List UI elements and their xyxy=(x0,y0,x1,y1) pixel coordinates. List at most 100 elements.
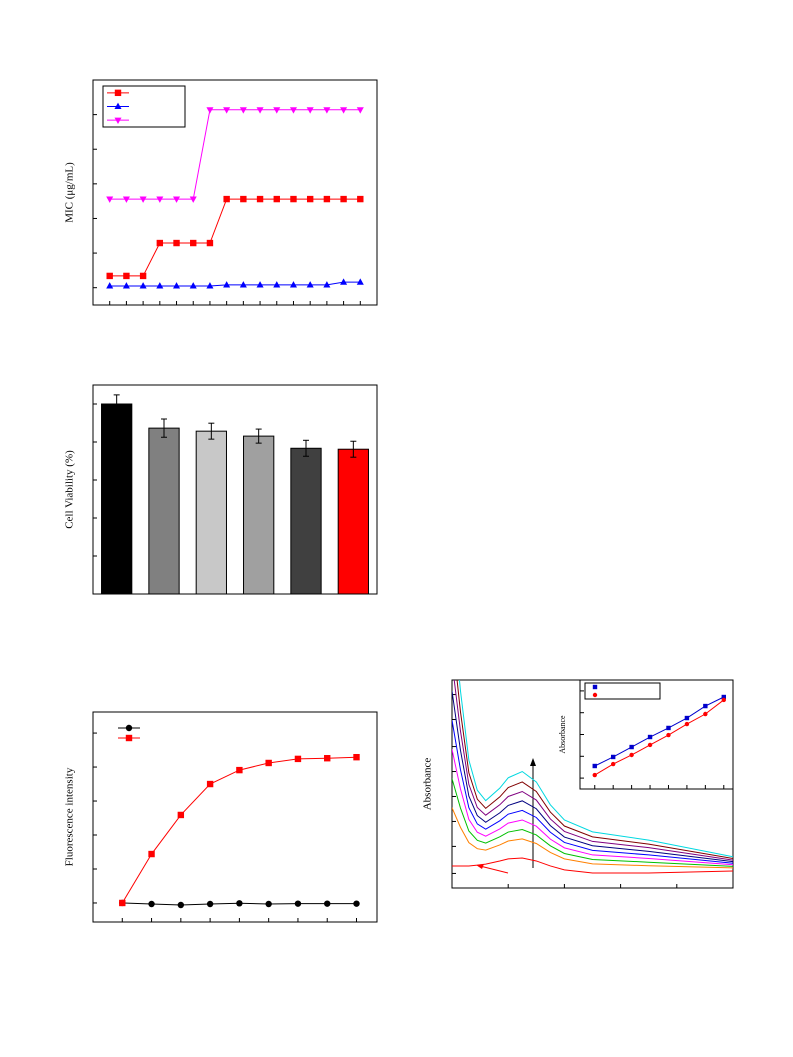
bar xyxy=(337,448,369,595)
marker xyxy=(592,772,597,778)
y-axis-label: Fluorescence intensity xyxy=(64,767,76,866)
marker xyxy=(647,734,653,740)
error-bar xyxy=(161,418,167,438)
marker xyxy=(256,107,264,114)
marker xyxy=(666,725,671,731)
series-line xyxy=(452,857,733,874)
marker xyxy=(666,732,671,738)
error-bar xyxy=(113,394,120,414)
marker xyxy=(122,196,130,203)
y-axis-label: Cell Viability (%) xyxy=(64,450,76,529)
marker xyxy=(340,278,348,285)
bar xyxy=(101,403,133,595)
marker xyxy=(340,107,348,114)
marker xyxy=(306,195,314,203)
marker xyxy=(629,752,634,758)
marker xyxy=(356,107,364,114)
marker xyxy=(256,195,264,203)
marker xyxy=(173,239,180,247)
marker xyxy=(256,281,264,288)
marker xyxy=(306,107,314,114)
legend-frame xyxy=(584,682,661,700)
marker xyxy=(106,196,114,203)
marker xyxy=(125,724,133,732)
marker xyxy=(148,850,155,858)
marker xyxy=(119,899,126,907)
plot-frame xyxy=(92,384,378,595)
marker xyxy=(721,697,726,703)
marker xyxy=(592,763,597,769)
series-line xyxy=(452,749,733,866)
series-line xyxy=(452,720,733,864)
series-line xyxy=(109,281,361,287)
marker xyxy=(156,196,164,203)
bar xyxy=(195,430,227,595)
series-line xyxy=(458,680,733,858)
marker xyxy=(122,282,130,289)
y-axis-label: MIC (μg/mL) xyxy=(64,162,76,223)
bar xyxy=(243,435,275,595)
marker xyxy=(265,759,272,767)
marker xyxy=(190,239,197,247)
marker xyxy=(324,900,331,907)
marker xyxy=(703,711,708,717)
marker xyxy=(106,282,114,289)
marker xyxy=(323,195,331,203)
error-bar xyxy=(350,440,357,458)
series-line xyxy=(109,198,361,277)
marker xyxy=(610,754,616,760)
y-axis-label: Absorbance xyxy=(558,715,567,754)
series-line xyxy=(452,690,733,863)
marker xyxy=(173,196,181,203)
marker xyxy=(189,196,197,203)
marker xyxy=(239,281,247,288)
marker xyxy=(139,282,147,289)
marker xyxy=(223,107,231,114)
marker xyxy=(273,195,280,203)
marker xyxy=(289,281,297,288)
marker xyxy=(206,282,214,289)
series-line xyxy=(594,699,725,776)
marker xyxy=(125,734,133,742)
series-group xyxy=(119,753,360,909)
series-line xyxy=(452,778,733,867)
series-line xyxy=(456,680,733,859)
marker xyxy=(223,195,230,203)
marker xyxy=(592,684,598,690)
marker xyxy=(206,900,214,908)
marker xyxy=(289,107,297,114)
arrow-head xyxy=(530,758,536,766)
marker xyxy=(223,281,231,288)
error-bar xyxy=(303,439,309,457)
marker xyxy=(106,272,113,280)
marker xyxy=(273,107,281,114)
marker xyxy=(357,195,364,203)
marker xyxy=(123,272,130,280)
marker xyxy=(139,196,147,203)
arrow xyxy=(479,865,509,874)
plot-frame xyxy=(92,711,378,923)
marker xyxy=(294,900,302,907)
marker xyxy=(139,272,147,280)
bar xyxy=(290,447,322,595)
marker xyxy=(236,900,243,907)
y-axis-label: Absorbance xyxy=(422,758,434,811)
marker xyxy=(239,107,247,114)
marker xyxy=(703,703,708,709)
series-group xyxy=(592,694,726,778)
marker xyxy=(340,195,347,203)
series-line xyxy=(594,696,725,767)
series-group xyxy=(452,680,733,874)
marker xyxy=(323,281,331,288)
marker xyxy=(353,900,360,907)
marker xyxy=(240,195,247,203)
error-bar xyxy=(255,428,262,444)
marker xyxy=(323,107,331,114)
bar xyxy=(148,427,180,595)
marker xyxy=(684,715,690,721)
marker xyxy=(324,755,331,762)
plot-frame xyxy=(92,79,378,306)
marker xyxy=(265,900,272,908)
